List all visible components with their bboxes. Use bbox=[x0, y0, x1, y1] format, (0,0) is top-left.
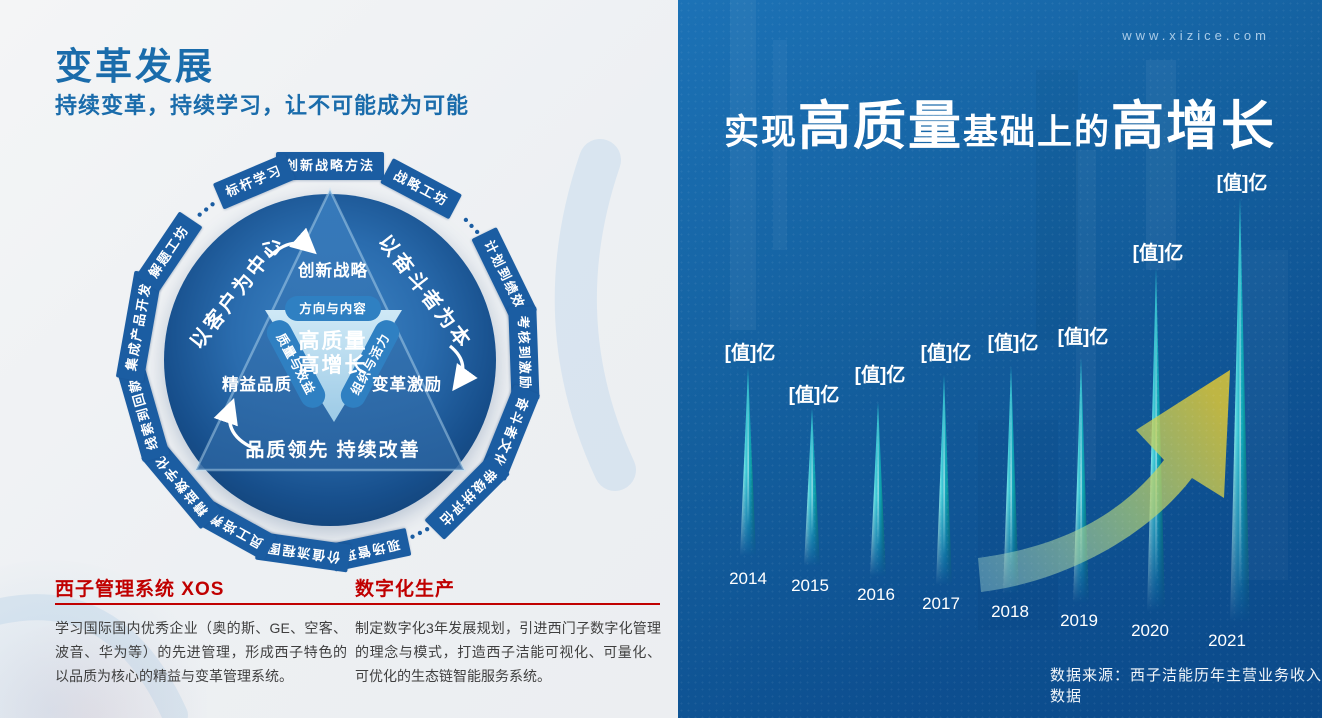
title-part: 实现 bbox=[723, 113, 798, 152]
value-label: [值]亿 bbox=[1217, 171, 1268, 194]
pill-direction-content: 方向与内容 bbox=[285, 296, 381, 321]
spike-highlight bbox=[877, 408, 880, 546]
red-divider-line bbox=[55, 603, 660, 605]
year-label: 2015 bbox=[791, 576, 829, 595]
value-label: [值]亿 bbox=[1133, 241, 1184, 264]
spike-bars bbox=[740, 198, 1250, 622]
year-label: 2017 bbox=[922, 594, 960, 613]
right-title: 实现 高质量 基础上的 高增长 bbox=[678, 84, 1322, 160]
spike-highlight bbox=[747, 374, 750, 526]
value-label: [值]亿 bbox=[725, 341, 776, 364]
page-subtitle: 持续变革，持续学习，让不可能成为可能 bbox=[55, 93, 470, 118]
axis-quality-first: 品质领先 持续改善 bbox=[245, 438, 420, 461]
year-label: 2019 bbox=[1060, 611, 1098, 630]
chart-labels: [值]亿 2014 [值]亿 2015 [值]亿 2016 [值]亿 2017 [值]亿 2018… bbox=[725, 171, 1268, 650]
left-panel: 变革发展 持续变革，持续学习，让不可能成为可能 bbox=[0, 0, 678, 718]
value-label: [值]亿 bbox=[988, 331, 1039, 354]
year-label: 2020 bbox=[1131, 621, 1169, 640]
spike-highlight bbox=[811, 414, 814, 536]
value-label: [值]亿 bbox=[1058, 325, 1109, 348]
year-label: 2021 bbox=[1208, 631, 1246, 650]
section-body-digital: 制定数字化3年发展规划，引进西门子数字化管理的理念与模式，打造西子洁能可视化、可… bbox=[355, 620, 661, 685]
data-source-note: 数据来源：西子洁能历年主营业务收入数据 bbox=[1050, 667, 1322, 705]
wheel-inner-svg: 方向与内容 质量与效益 组织与活力 高质量 高增长 创新战略 精益品质 变革激励 bbox=[164, 187, 496, 526]
center-text-line1: 高质量 bbox=[299, 329, 368, 353]
section-heading-digital: 数字化生产 bbox=[355, 579, 456, 600]
value-label: [值]亿 bbox=[921, 341, 972, 364]
page-title: 变革发展 bbox=[55, 46, 215, 87]
value-label: [值]亿 bbox=[855, 363, 906, 386]
curve-arrow-top bbox=[268, 227, 317, 258]
spike-highlight bbox=[1239, 204, 1242, 592]
year-label: 2014 bbox=[729, 569, 767, 588]
value-label: [值]亿 bbox=[789, 383, 840, 406]
svg-text:方向与内容: 方向与内容 bbox=[299, 301, 367, 316]
spike-highlight bbox=[1080, 364, 1083, 573]
label-change-incentive: 变革激励 bbox=[372, 374, 442, 394]
curve-arrow-right bbox=[448, 344, 478, 392]
spike-highlight bbox=[1010, 372, 1013, 564]
section-heading-xos: 西子管理系统 XOS bbox=[55, 579, 225, 600]
title-part: 高增长 bbox=[1111, 97, 1277, 156]
curve-arrow-bottom-left bbox=[213, 397, 259, 452]
center-text-line2: 高增长 bbox=[299, 353, 368, 377]
section-body-xos: 学习国际国内优秀企业（奥的斯、GE、空客、波音、华为等）的先进管理，形成西子特色… bbox=[55, 620, 347, 685]
year-label: 2018 bbox=[991, 602, 1029, 621]
label-lean-quality: 精益品质 bbox=[222, 374, 292, 394]
label-innovation-strategy: 创新战略 bbox=[297, 260, 368, 280]
website-watermark: www.xizice.com bbox=[1122, 28, 1270, 43]
xos-wheel-diagram: 方向与内容 质量与效益 组织与活力 高质量 高增长 创新战略 精益品质 变革激励 bbox=[115, 148, 542, 573]
year-label: 2016 bbox=[857, 585, 895, 604]
spike-highlight bbox=[943, 381, 946, 555]
title-part: 高质量 bbox=[798, 97, 963, 156]
title-part: 基础上的 bbox=[963, 113, 1112, 152]
growth-chart: [值]亿 2014 [值]亿 2015 [值]亿 2016 [值]亿 2017 [值]亿 2018… bbox=[725, 0, 1268, 650]
right-panel: [值]亿 2014 [值]亿 2015 [值]亿 2016 [值]亿 2017 [值]亿 2018… bbox=[678, 0, 1322, 718]
center-inverted-triangle bbox=[265, 310, 402, 422]
growth-arrow bbox=[978, 370, 1230, 592]
